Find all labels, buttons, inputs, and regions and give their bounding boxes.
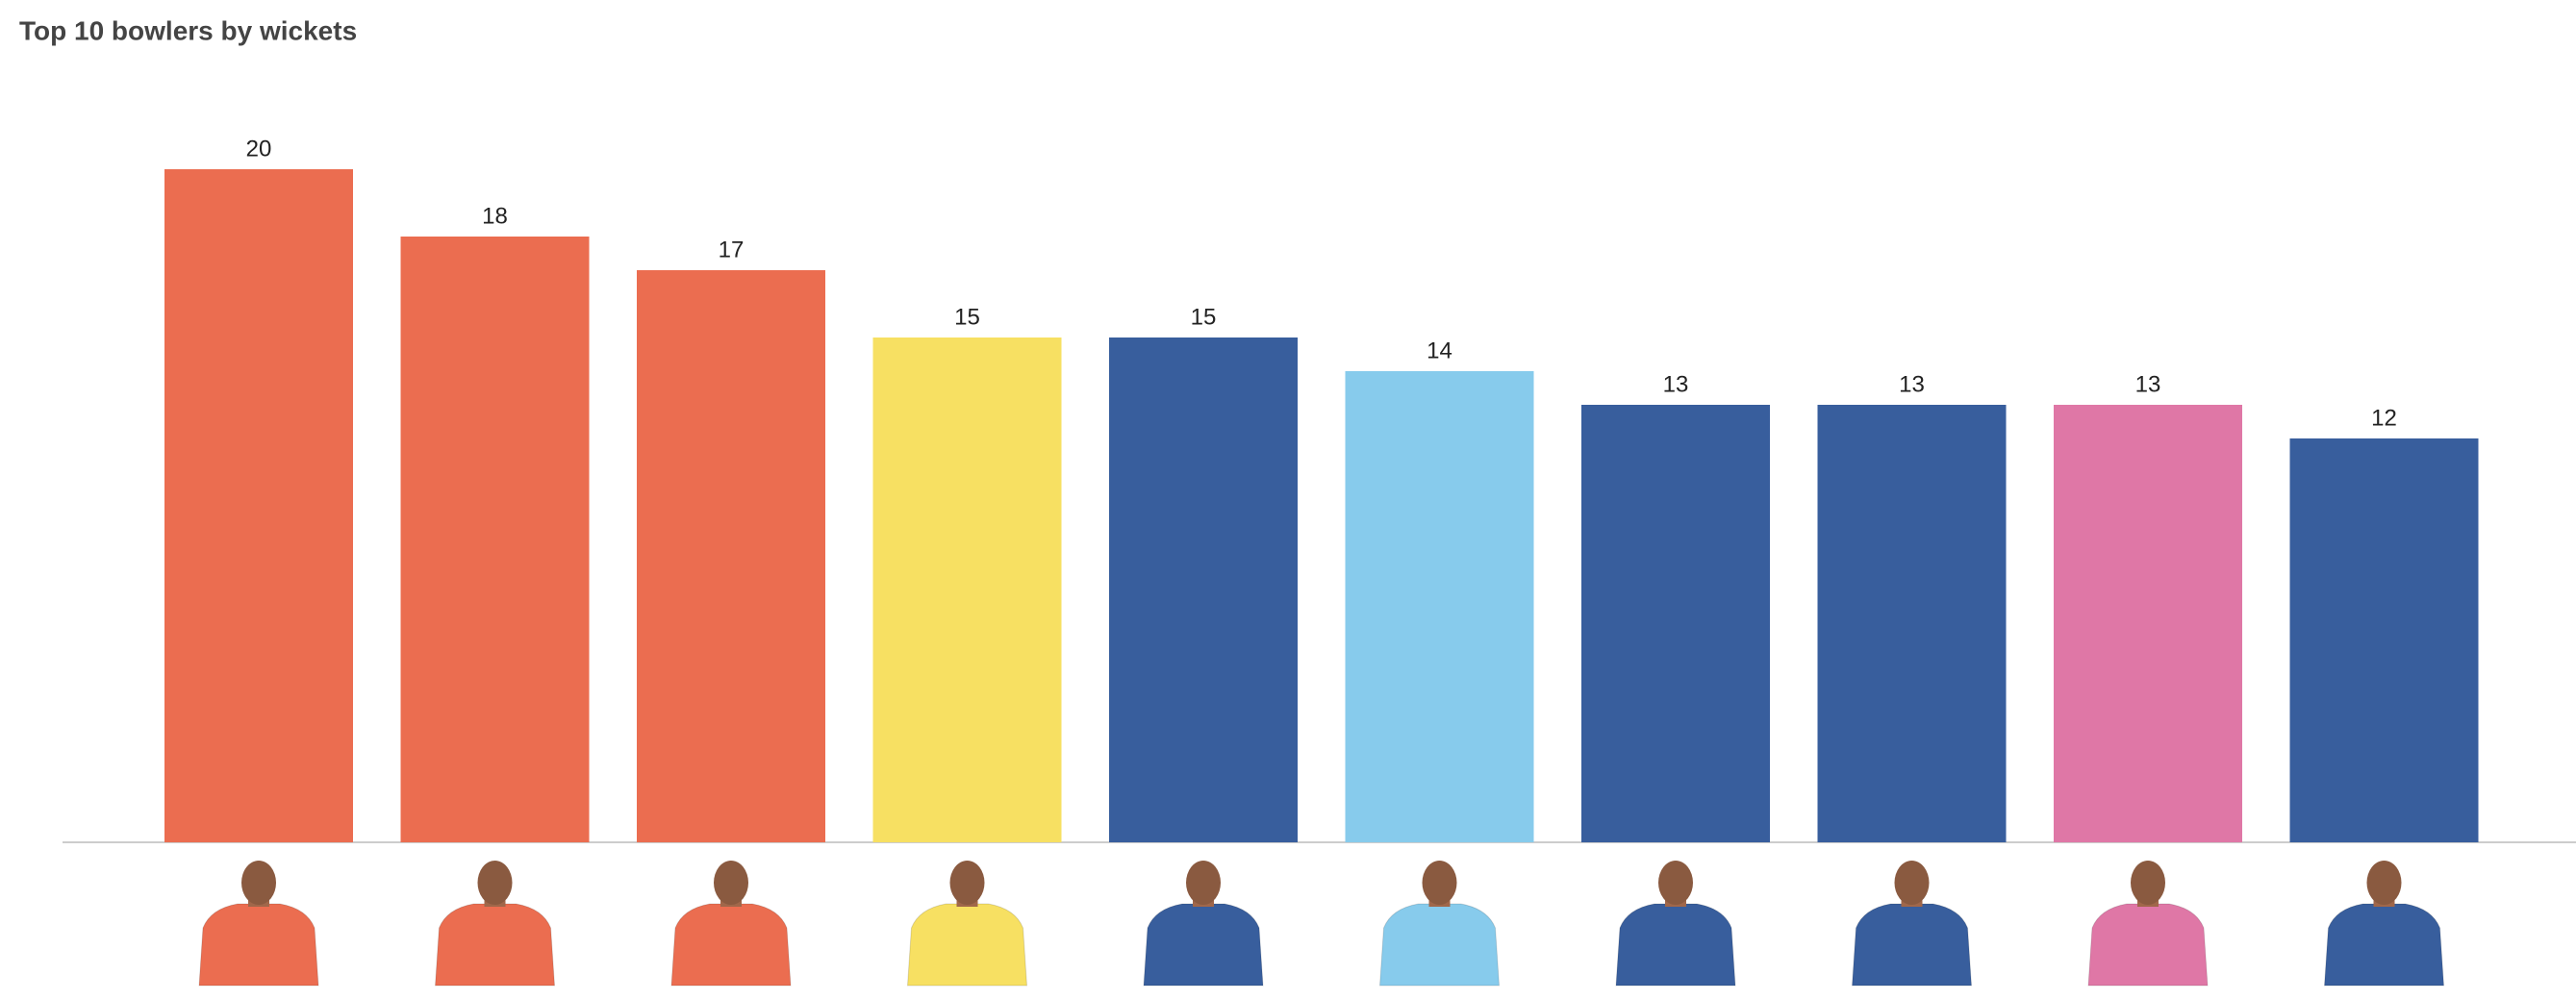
bar: [2054, 405, 2242, 842]
player-photo: [434, 903, 556, 987]
bar: [872, 338, 1062, 842]
value-label: 15: [954, 304, 980, 330]
player-photo: [670, 903, 792, 987]
player-photo: [1615, 903, 1736, 987]
bar: [637, 270, 825, 842]
bar: [1345, 371, 1534, 842]
player-head: [2366, 861, 2402, 905]
player-head: [477, 861, 513, 905]
chart-title: Top 10 bowlers by wickets: [19, 15, 357, 45]
value-label: 15: [1191, 304, 1217, 330]
value-label: 18: [482, 203, 508, 229]
value-label: 13: [1663, 371, 1689, 397]
player-head: [1186, 861, 1221, 905]
player-photo: [1143, 903, 1264, 987]
bar: [164, 169, 353, 842]
player-head: [714, 861, 748, 905]
player-head: [1658, 861, 1693, 905]
value-label: 20: [246, 136, 272, 162]
bar: [1109, 338, 1298, 842]
player-head: [1894, 861, 1930, 905]
value-label: 13: [1899, 371, 1925, 397]
bar: [2289, 438, 2479, 842]
player-head: [2131, 861, 2165, 905]
value-label: 14: [1427, 338, 1452, 363]
bar: [400, 237, 590, 842]
player-photo: [2323, 903, 2445, 987]
player-head: [949, 861, 985, 905]
player-photo: [1378, 903, 1501, 987]
player-photo: [1851, 903, 1973, 987]
player-photo: [906, 903, 1028, 987]
bar: [1581, 405, 1770, 842]
player-head: [241, 861, 276, 905]
player-photo: [198, 903, 319, 987]
value-label: 12: [2371, 405, 2397, 431]
bar: [1817, 405, 2007, 842]
player-photo: [2087, 903, 2209, 987]
value-label: 17: [719, 237, 745, 262]
value-label: 13: [2135, 371, 2161, 397]
player-head: [1422, 861, 1457, 905]
